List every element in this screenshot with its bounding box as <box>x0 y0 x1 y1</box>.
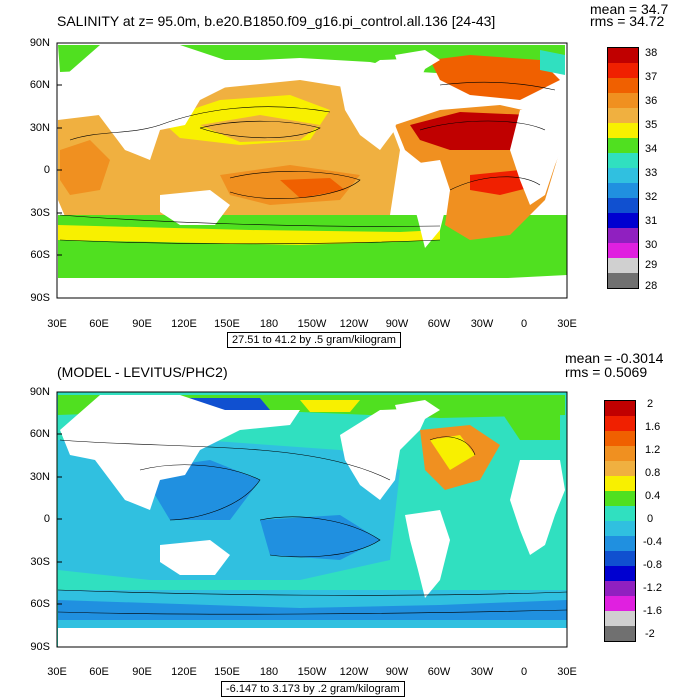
top-lon-label: 30E <box>557 318 577 330</box>
top-lat-label: 30S <box>30 207 50 219</box>
axis-ticks <box>57 42 62 605</box>
bottom-lon-label: 60W <box>427 666 451 678</box>
bottom-lon-label: 30E <box>557 666 577 678</box>
top-colorbar-label: 31 <box>645 215 658 227</box>
top-lon-label: 150E <box>214 318 240 330</box>
bottom-colorbar-label: 0.8 <box>645 467 661 479</box>
top-map-title: SALINITY at z= 95.0m, b.e20.B1850.f09_g1… <box>57 13 496 29</box>
top-lat-label: 0 <box>43 164 50 176</box>
top-salinity-map <box>56 42 568 299</box>
top-lon-label: 0 <box>520 318 528 330</box>
top-colorbar-label: 38 <box>645 47 658 59</box>
top-range-note: 27.51 to 41.2 by .5 gram/kilogram <box>227 332 401 348</box>
bottom-colorbar-label: 0.4 <box>645 490 661 502</box>
bottom-colorbar-label: -1.6 <box>643 605 662 617</box>
bottom-colorbar-label: 2 <box>647 398 654 410</box>
bottom-lon-label: 150W <box>297 666 327 678</box>
bottom-lat-label: 60S <box>30 598 50 610</box>
top-lat-label: 60S <box>30 249 50 261</box>
top-lon-label: 180 <box>259 318 279 330</box>
top-colorbar-label: 35 <box>645 119 658 131</box>
top-lon-label: 60E <box>89 318 109 330</box>
bottom-map-title: (MODEL - LEVITUS/PHC2) <box>57 364 228 380</box>
bottom-lon-label: 60E <box>89 666 109 678</box>
bottom-lat-label: 30N <box>29 471 50 483</box>
bottom-lon-label: 90W <box>385 666 409 678</box>
top-lon-label: 150W <box>297 318 327 330</box>
bottom-lat-label: 30S <box>30 556 50 568</box>
top-colorbar-label: 36 <box>645 95 658 107</box>
bottom-colorbar-label: -2 <box>645 628 655 640</box>
bottom-lat-label: 90S <box>30 641 50 653</box>
bottom-colorbar-label: -1.2 <box>643 582 662 594</box>
top-lon-label: 30W <box>470 318 494 330</box>
top-colorbar-label: 34 <box>645 143 658 155</box>
bottom-lat-label: 90N <box>29 386 50 398</box>
bottom-rms-label: rms = 0.5069 <box>565 364 648 380</box>
top-lon-label: 60W <box>427 318 451 330</box>
top-colorbar-label: 29 <box>645 259 658 271</box>
top-colorbar-label: 32 <box>645 191 658 203</box>
bottom-lon-label: 30W <box>470 666 494 678</box>
top-lon-label: 90E <box>132 318 152 330</box>
top-colorbar <box>607 47 639 289</box>
bottom-lon-label: 180 <box>259 666 279 678</box>
bottom-lat-label: 0 <box>43 513 50 525</box>
top-lat-label: 90S <box>30 292 50 304</box>
bottom-colorbar-label: -0.8 <box>643 559 662 571</box>
top-lat-label: 60N <box>29 79 50 91</box>
top-mean-label: mean = 34.7 <box>590 1 669 17</box>
top-lon-label: 90W <box>385 318 409 330</box>
top-lon-label: 120W <box>339 318 369 330</box>
top-colorbar-label: 37 <box>645 71 658 83</box>
bottom-lon-label: 150E <box>214 666 240 678</box>
bottom-lon-label: 30E <box>47 666 67 678</box>
top-lat-label: 90N <box>29 37 50 49</box>
top-lon-label: 120E <box>171 318 197 330</box>
bottom-colorbar-label: 1.6 <box>645 421 661 433</box>
top-rms-label: rms = 34.72 <box>590 13 665 29</box>
bottom-difference-map <box>56 391 568 648</box>
bottom-lon-label: 120E <box>171 666 197 678</box>
bottom-lon-label: 120W <box>339 666 369 678</box>
bottom-colorbar-label: -0.4 <box>643 536 662 548</box>
top-colorbar-label: 33 <box>645 167 658 179</box>
top-lat-label: 30N <box>29 122 50 134</box>
bottom-lon-label: 90E <box>132 666 152 678</box>
bottom-colorbar-label: 0 <box>647 513 654 525</box>
bottom-lon-label: 0 <box>520 666 528 678</box>
top-colorbar-label: 28 <box>645 280 658 292</box>
bottom-mean-label: mean = -0.3014 <box>565 350 664 366</box>
bottom-lat-label: 60N <box>29 428 50 440</box>
bottom-colorbar-label: 1.2 <box>645 444 661 456</box>
top-colorbar-label: 30 <box>645 239 658 251</box>
bottom-colorbar <box>604 400 636 642</box>
bottom-range-note: -6.147 to 3.173 by .2 gram/kilogram <box>221 681 405 697</box>
top-lon-label: 30E <box>47 318 67 330</box>
